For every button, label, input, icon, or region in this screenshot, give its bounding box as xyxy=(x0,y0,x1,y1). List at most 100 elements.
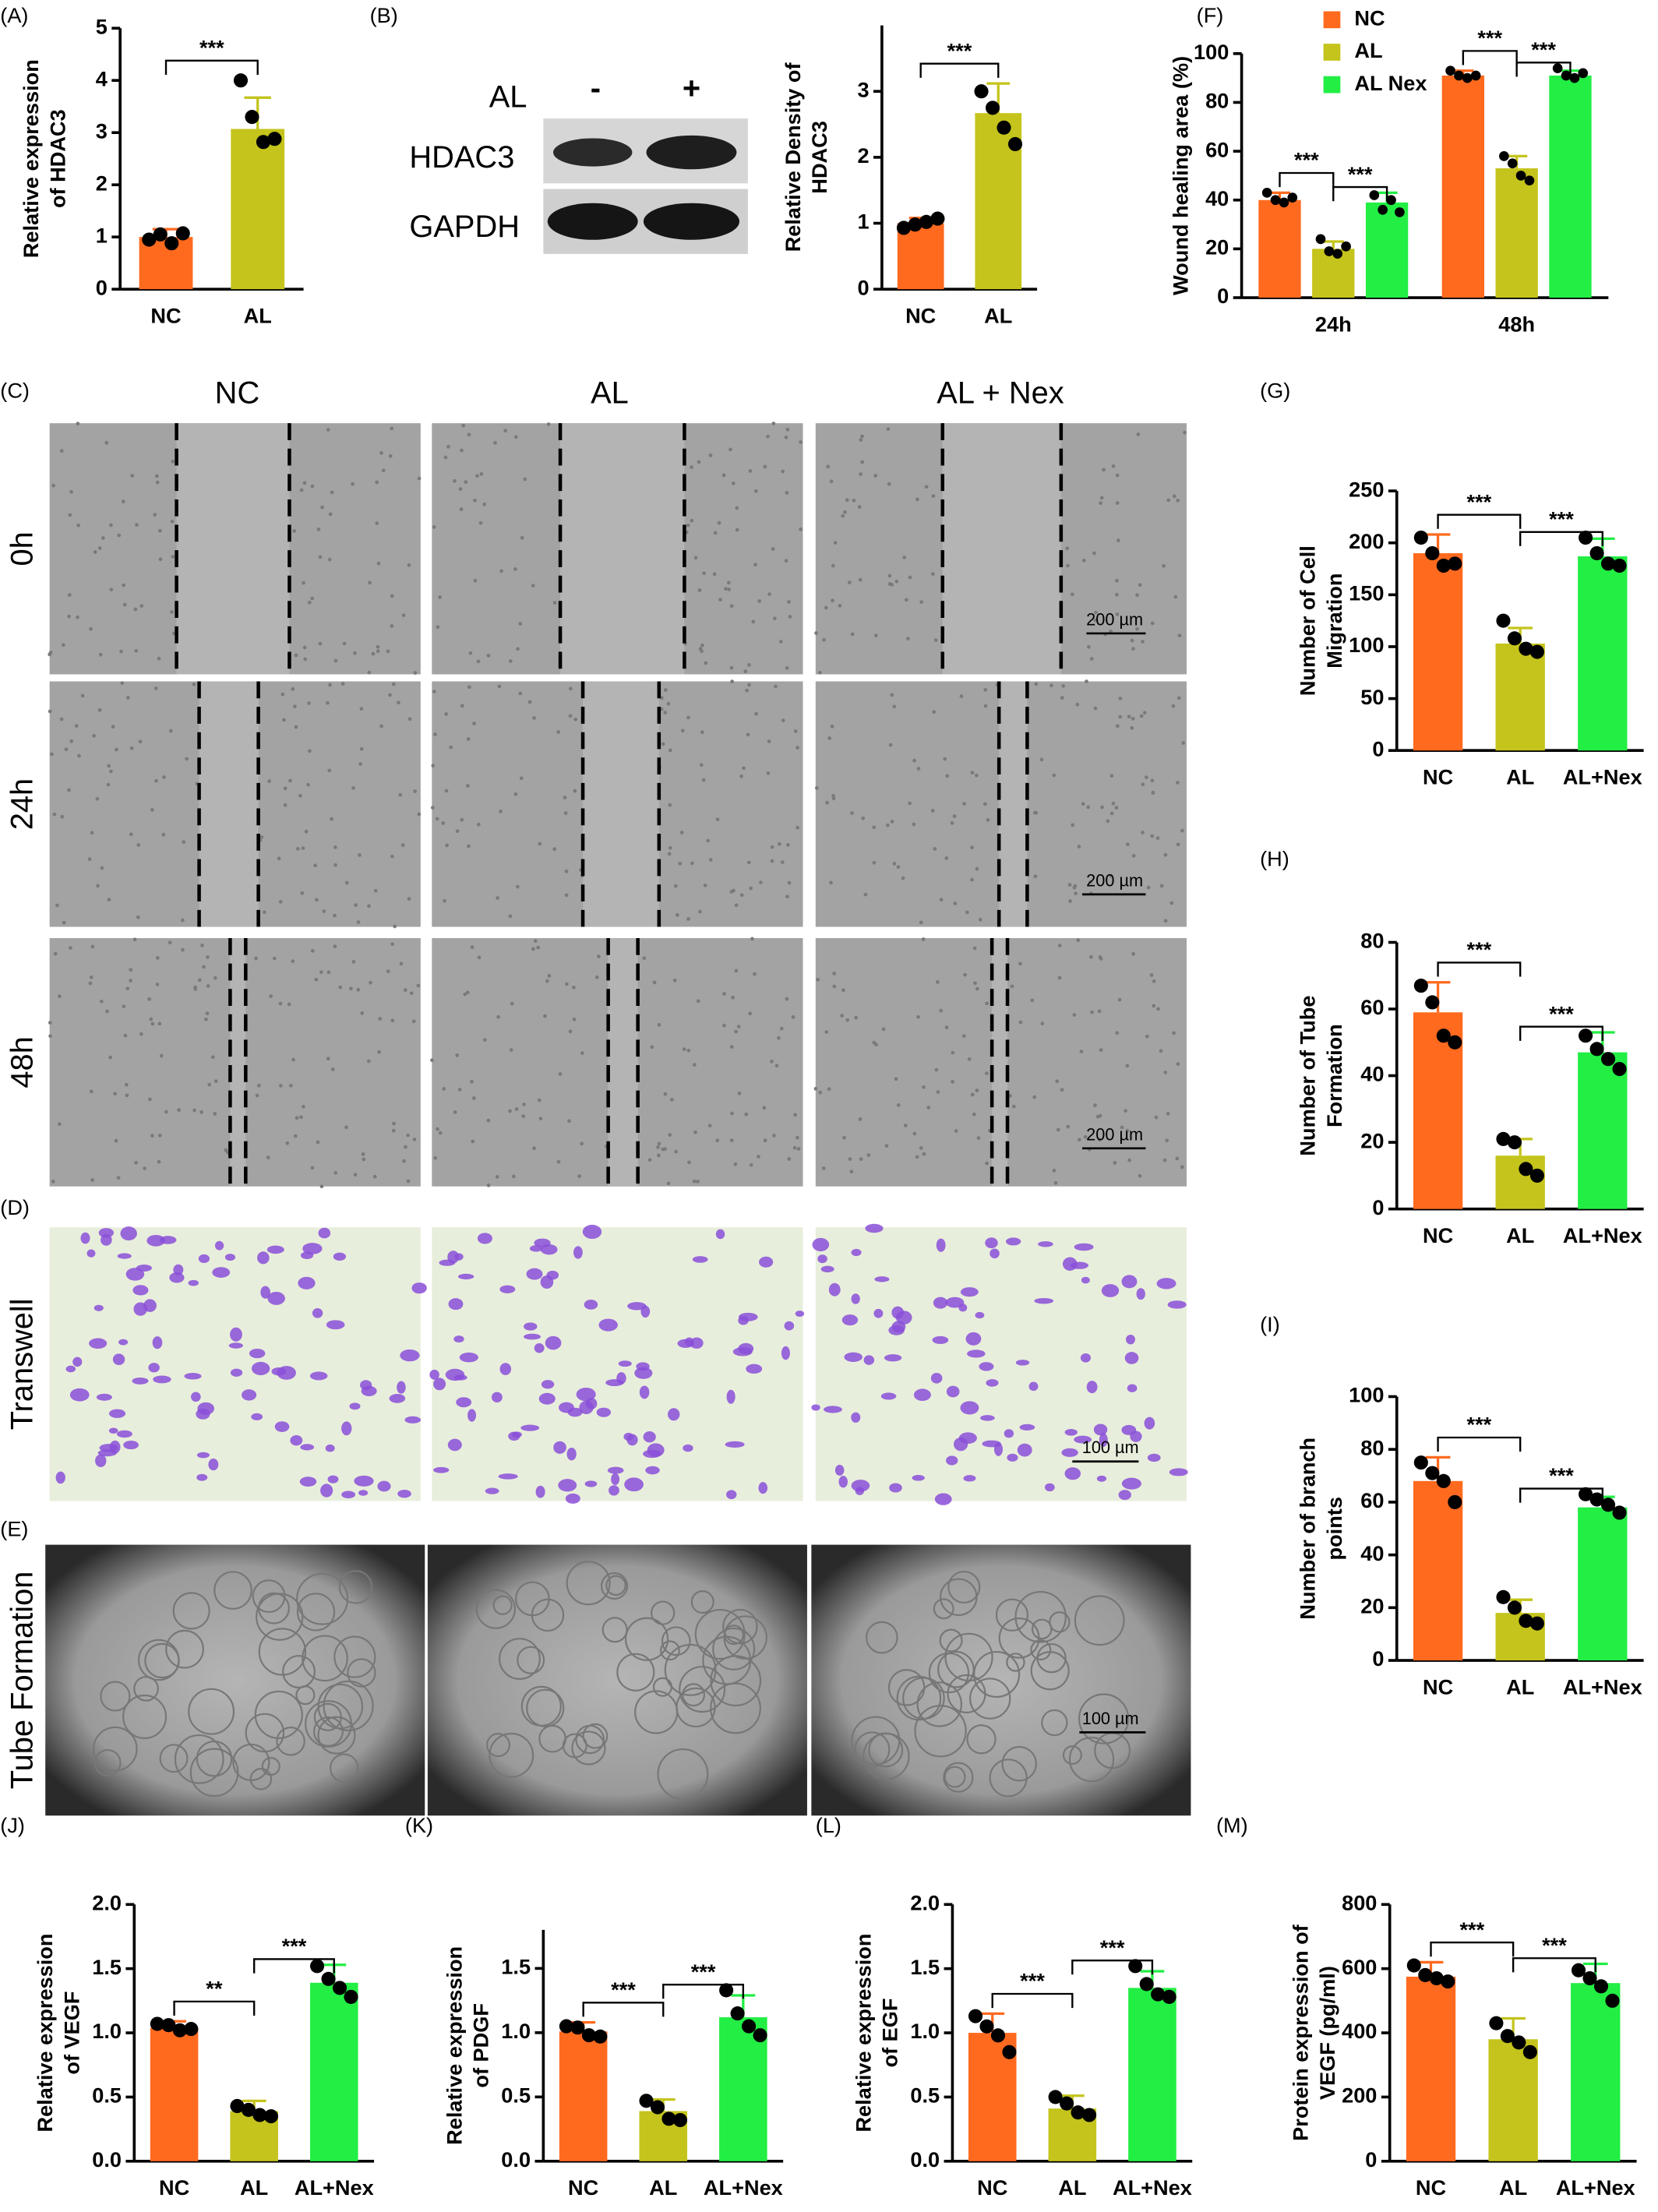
cell xyxy=(936,1090,940,1094)
cell xyxy=(771,422,776,425)
cell xyxy=(568,1029,573,1034)
cell xyxy=(1102,467,1106,472)
tube-loop xyxy=(1074,1595,1125,1646)
cell xyxy=(861,816,866,820)
cell xyxy=(1115,592,1119,597)
cell xyxy=(65,1365,76,1373)
cell xyxy=(249,1348,266,1359)
cell xyxy=(351,482,355,486)
cell xyxy=(734,1029,738,1034)
y-tick-label: 40 xyxy=(1205,186,1229,210)
cell xyxy=(1124,1352,1139,1364)
cell xyxy=(285,1141,290,1145)
cell xyxy=(598,1318,618,1332)
cell xyxy=(731,995,735,1000)
cell xyxy=(1139,714,1144,718)
cell xyxy=(811,1404,820,1411)
cell xyxy=(476,822,481,827)
cell xyxy=(310,1166,315,1170)
x-tick-label: 48h xyxy=(1498,312,1535,336)
data-point xyxy=(896,220,912,235)
cell xyxy=(912,1475,925,1481)
cell xyxy=(390,624,394,628)
tube-loop xyxy=(249,1768,273,1790)
cell xyxy=(192,683,196,686)
cell xyxy=(734,903,739,908)
cell xyxy=(377,1480,391,1492)
tube-loop xyxy=(188,1688,235,1735)
cell xyxy=(290,1435,303,1446)
tube-loop xyxy=(323,1680,374,1731)
tube-loop xyxy=(531,1598,565,1632)
cell xyxy=(838,1476,848,1488)
cell xyxy=(499,1363,512,1375)
cell xyxy=(896,1103,901,1107)
y-tick-label: 1.0 xyxy=(501,2019,531,2043)
cell xyxy=(413,671,418,675)
cell xyxy=(132,937,137,942)
cell xyxy=(573,788,577,793)
cell xyxy=(748,469,753,473)
cell xyxy=(1175,1156,1180,1161)
cell xyxy=(1056,1127,1060,1132)
y-tick-label: 40 xyxy=(1360,1541,1384,1565)
x-tick-label: AL xyxy=(1058,2175,1086,2200)
cell xyxy=(729,890,734,894)
cell xyxy=(155,956,160,960)
cell xyxy=(344,880,349,885)
cell xyxy=(447,1251,460,1264)
data-point xyxy=(559,2019,573,2034)
data-point xyxy=(1569,72,1580,83)
y-tick-label: 0.0 xyxy=(92,2147,122,2171)
cell xyxy=(1093,618,1098,623)
cell xyxy=(356,920,361,924)
cell xyxy=(1030,998,1035,1003)
cell xyxy=(475,474,479,478)
cell xyxy=(391,682,396,686)
y-tick-label: 600 xyxy=(1342,1955,1377,1979)
cell xyxy=(1057,975,1062,980)
y-tick-label: 20 xyxy=(1360,1594,1384,1618)
panel-label: (F) xyxy=(1197,3,1224,27)
cell xyxy=(51,1180,55,1184)
cell xyxy=(1087,644,1091,649)
y-tick-label: 2.0 xyxy=(92,1890,122,1914)
cell xyxy=(1163,1071,1168,1074)
cell xyxy=(61,643,65,647)
cell xyxy=(316,527,321,531)
cell xyxy=(155,480,160,485)
y-tick-label: 1.5 xyxy=(92,1955,122,1979)
cell xyxy=(291,687,295,691)
cell xyxy=(945,774,950,778)
panel-label: (E) xyxy=(0,1517,28,1541)
cell xyxy=(885,823,890,827)
cell xyxy=(279,1084,283,1088)
cell xyxy=(1121,1275,1138,1289)
data-point xyxy=(1529,1616,1544,1631)
cell xyxy=(930,809,935,813)
cell xyxy=(643,1449,661,1459)
cell xyxy=(1109,873,1113,878)
cell xyxy=(1145,775,1148,780)
cell xyxy=(1162,563,1166,568)
cell xyxy=(513,567,517,571)
cell xyxy=(1066,1124,1071,1129)
cell xyxy=(412,1138,417,1141)
cell xyxy=(746,1364,763,1374)
cell xyxy=(467,844,471,848)
cell xyxy=(1008,1094,1012,1098)
cell xyxy=(89,975,93,979)
y-tick-label: 60 xyxy=(1360,995,1384,1019)
cell xyxy=(326,428,330,432)
cell xyxy=(795,825,799,830)
cell xyxy=(69,1388,90,1402)
cell xyxy=(747,683,751,687)
cell xyxy=(739,774,743,778)
data-point xyxy=(997,120,1011,135)
cell xyxy=(1126,842,1130,847)
cell xyxy=(303,657,308,661)
cell xyxy=(1070,1261,1089,1269)
cell xyxy=(104,440,109,445)
cell xyxy=(881,1027,886,1032)
cell xyxy=(826,464,830,469)
